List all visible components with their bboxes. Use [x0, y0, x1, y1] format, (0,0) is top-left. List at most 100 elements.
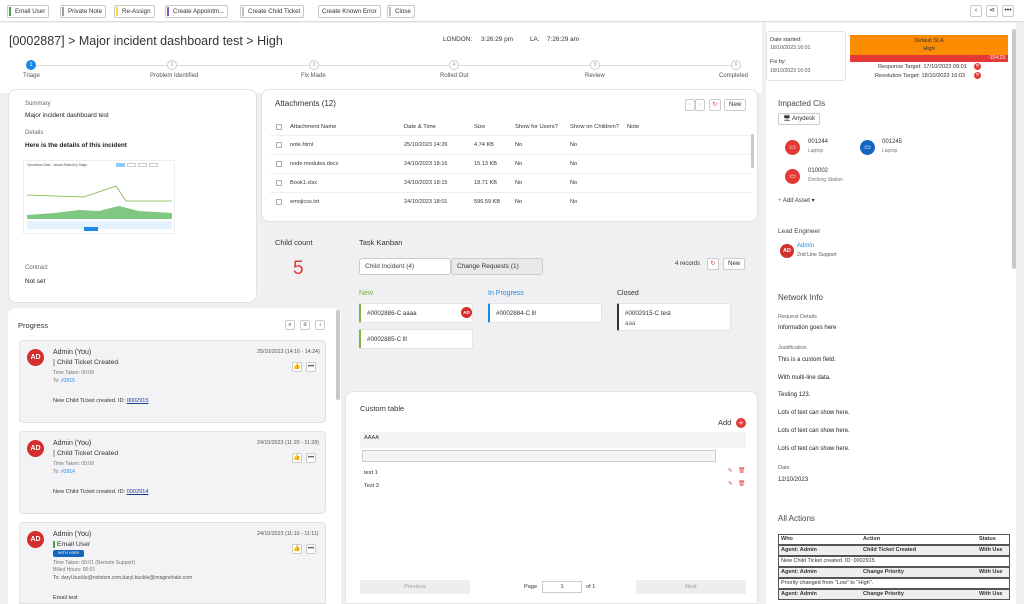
asset-id[interactable]: 001244 [808, 139, 829, 145]
progress-scrollbar[interactable] [336, 310, 340, 400]
previous-button[interactable]: Previous [360, 580, 470, 594]
entry-body-link[interactable]: 0002914 [126, 489, 149, 495]
ci-tag[interactable]: 🖥 Anydesk [778, 113, 820, 125]
close-button[interactable]: Close [387, 5, 415, 18]
table-row[interactable]: Agent: Admin Child Ticket Created With U… [778, 545, 1010, 556]
stage-circle-6[interactable]: 6 [731, 60, 741, 70]
stage-circle-1[interactable]: 1 [26, 60, 36, 70]
email-user-button[interactable]: Email User [7, 5, 50, 18]
entry-time-taken: Time Taken: 00:01 (Remote Support) [53, 560, 135, 566]
stage-circle-3[interactable]: 3 [309, 60, 319, 70]
sort-icon[interactable]: ↓ [315, 320, 325, 330]
edit-icon[interactable]: ✎ [728, 481, 733, 487]
add-row-icon[interactable]: + [736, 418, 746, 428]
table-row[interactable]: node modules.docx 24/10/2023 18:16 15.13… [270, 154, 752, 173]
create-known-error-button[interactable]: Create Known Error [318, 5, 381, 18]
details-chart-thumbnail[interactable]: Operations Desk - Issues Raised by Stage [23, 160, 175, 234]
progress-entry[interactable]: AD Admin (You) Child Ticket Created 24/1… [19, 431, 326, 514]
table-row[interactable]: note.html 25/10/2023 14:26 4.74 KB No No [270, 135, 752, 154]
right-panel-scrollbar[interactable] [1012, 29, 1016, 269]
kanban-card[interactable]: #0002886-C aaaa AD [359, 303, 473, 323]
progress-entry[interactable]: AD Admin (You) Child Ticket Created 25/1… [19, 340, 326, 423]
share-icon[interactable]: ⋖ [986, 5, 998, 17]
table-row[interactable]: Test 3 ✎ 🗑 [360, 481, 746, 492]
tab-change-requests[interactable]: Change Requests (1) [451, 258, 543, 275]
thumbs-up-icon[interactable]: 👍 [292, 453, 302, 463]
attachment-name[interactable]: emojicss.txt [290, 199, 320, 205]
table-row: Priority changed from "Low" to "High". [778, 578, 1010, 589]
asset-id[interactable]: 001245 [882, 139, 903, 145]
laptop-icon[interactable]: ▭ [860, 140, 875, 155]
table-row[interactable]: test 1 ✎ 🗑 [360, 468, 746, 479]
next-page-icon[interactable]: › [695, 99, 705, 111]
custom-table-filter-input[interactable] [362, 450, 716, 462]
thumbs-up-icon[interactable]: 👍 [292, 362, 302, 372]
edit-icon[interactable]: ✎ [728, 468, 733, 474]
lead-name[interactable]: Admin [797, 243, 815, 249]
list-view-icon[interactable]: ≡ [300, 320, 310, 330]
asset-id[interactable]: 010002 [808, 168, 829, 174]
attachment-name[interactable]: node modules.docx [290, 161, 339, 167]
table-row[interactable]: emojicss.txt 24/10/2023 18:01 596.59 KB … [270, 192, 752, 211]
page-input[interactable]: 1 [542, 581, 582, 593]
entry-to-link[interactable]: #2914 [61, 469, 75, 475]
fix-by-value: 18/10/2023 16:03 [770, 68, 811, 74]
row-checkbox[interactable] [276, 199, 282, 205]
attachment-name[interactable]: Book1.xlsx [290, 180, 318, 186]
col-note[interactable]: Note [627, 124, 640, 130]
delete-icon[interactable]: 🗑 [738, 481, 746, 487]
kanban-refresh-icon[interactable]: ↻ [707, 258, 719, 270]
attachments-scrollbar[interactable] [751, 134, 754, 168]
attachment-name[interactable]: note.html [290, 142, 314, 148]
col-show-users[interactable]: Show for Users? [515, 124, 558, 130]
row-checkbox[interactable] [276, 161, 282, 167]
kanban-card[interactable]: #0002884-C lll [488, 303, 602, 323]
tab-child-incident[interactable]: Child Incident (4) [359, 258, 451, 275]
stage-circle-5[interactable]: 5 [590, 60, 600, 70]
stage-circle-2[interactable]: 2 [167, 60, 177, 70]
select-all-checkbox[interactable] [276, 124, 282, 130]
new-attachment-button[interactable]: New [724, 99, 747, 111]
create-child-ticket-button[interactable]: Create Child Ticket [240, 5, 305, 18]
aa-col-status: Status [979, 536, 996, 542]
entry-more-icon[interactable]: ••• [306, 362, 316, 372]
stage-circle-4[interactable]: 4 [449, 60, 459, 70]
entry-date: 24/10/2023 (11:10 - 11:11) [257, 531, 319, 537]
row-checkbox[interactable] [276, 180, 282, 186]
attachment-show-children: No [570, 180, 578, 186]
entry-more-icon[interactable]: ••• [306, 453, 316, 463]
more-icon[interactable]: ••• [1002, 5, 1014, 17]
reassign-button[interactable]: Re-Assign [114, 5, 155, 18]
table-row[interactable]: Agent: Admin Change Priority With Use [778, 589, 1010, 600]
entry-body-link[interactable]: 0002915 [126, 398, 149, 404]
col-attachment-name[interactable]: Attachment Name [290, 124, 337, 130]
justification-line: Lots of text can show here. [778, 446, 850, 452]
private-note-button[interactable]: Private Note [60, 5, 107, 18]
docking-station-icon[interactable]: ▭ [785, 169, 800, 184]
table-row[interactable]: Agent: Admin Change Priority With Use [778, 567, 1010, 578]
details-value: Here is the details of this incident [25, 142, 127, 149]
col-size[interactable]: Size [474, 124, 486, 130]
row-checkbox[interactable] [276, 142, 282, 148]
progress-entry[interactable]: AD Admin (You) Email User 24/10/2023 (11… [19, 522, 326, 604]
delete-icon[interactable]: 🗑 [738, 468, 746, 474]
collapse-left-icon[interactable]: ‹ [970, 5, 982, 17]
next-button[interactable]: Next [636, 580, 746, 594]
add-asset-button[interactable]: + Add Asset ▾ [778, 198, 815, 204]
refresh-icon[interactable]: ↻ [709, 99, 721, 111]
prev-page-icon[interactable]: ‹ [685, 99, 695, 111]
col-date-time[interactable]: Date & Time [404, 124, 436, 130]
table-row[interactable]: Book1.xlsx 24/10/2023 18:15 18.71 KB No … [270, 173, 752, 192]
filter-icon[interactable]: ⌕ [285, 320, 295, 330]
laptop-icon[interactable]: ▭ [785, 140, 800, 155]
summary-card: Summary Major incident dashboard test De… [8, 89, 257, 303]
entry-to-link[interactable]: #2915 [61, 378, 75, 384]
col-show-children[interactable]: Show on Children? [570, 124, 619, 130]
thumbs-up-icon[interactable]: 👍 [292, 544, 302, 554]
create-appointment-button[interactable]: Create Appointm... [165, 5, 229, 18]
kanban-card[interactable]: #0002885-C lll [359, 329, 473, 349]
kanban-new-button[interactable]: New [723, 258, 746, 270]
entry-more-icon[interactable]: ••• [306, 544, 316, 554]
custom-table-add-label[interactable]: Add [718, 418, 732, 427]
kanban-card[interactable]: #0002915-C test aaa [617, 303, 731, 331]
